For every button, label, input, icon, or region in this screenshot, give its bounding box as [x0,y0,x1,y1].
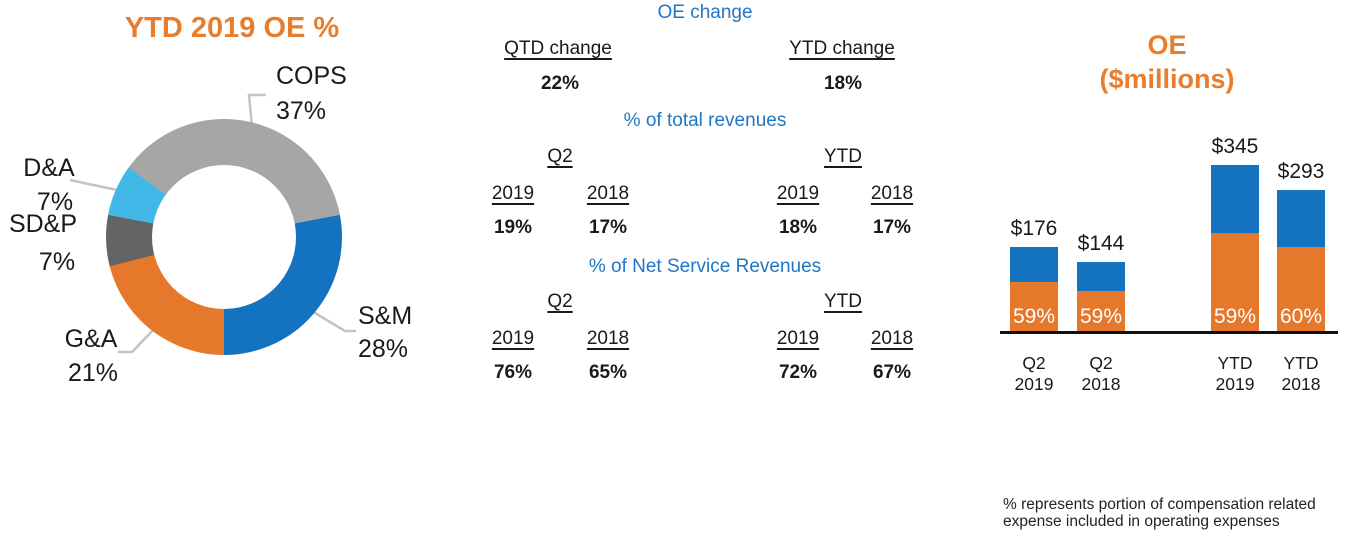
col-header-qtd-change: QTD change [504,38,612,59]
value-ytd-change: 18% [823,73,863,94]
donut-label-da: D&A [23,154,75,182]
value-qtd-change: 22% [540,73,580,94]
bar-chart-title: OE ($millions) [1012,28,1322,96]
table-title: OE change [657,2,753,23]
donut-label-ga: G&A [64,325,118,353]
callout-line-da [69,178,118,192]
year-header-ytd-2019-b: 2019 [776,328,820,349]
donut-value-sdp: 7% [38,248,76,276]
x-axis-label-ytd-2018: YTD 2018 [1282,353,1321,395]
bar-group-q2-2018: $144 59% [1077,232,1125,332]
bar-segment-orange: 59% [1077,290,1125,332]
x-axis-label-q2-2019: Q2 2019 [1015,353,1054,395]
value-nsr-ytd-2018: 67% [872,362,912,383]
bar-column: 60% [1277,190,1325,332]
bar-chart-title-line1: OE [1147,30,1187,60]
bar-chart-footnote: % represents portion of compensation rel… [1003,496,1355,530]
callout-line-ga [118,327,156,354]
group-header-q2-a: Q2 [547,146,573,167]
section-header-net-service-revenues: % of Net Service Revenues [588,256,822,277]
bar-segment-blue [1077,262,1125,291]
donut-value-cops: 37% [276,97,327,125]
bar-group-ytd-2019: $345 59% [1211,135,1259,332]
donut-value-ga: 21% [67,359,119,387]
year-header-ytd-2019-a: 2019 [776,183,820,204]
x-axis-label-line2: 2018 [1281,374,1321,394]
x-axis-label-line2: 2019 [1014,374,1054,394]
bar-segment-orange: 60% [1277,246,1325,332]
value-nsr-q2-2019: 76% [493,362,533,383]
value-total-rev-ytd-2019: 18% [778,217,818,238]
bar-total-label: $176 [1010,217,1058,240]
bar-group-q2-2019: $176 59% [1010,217,1058,332]
bar-total-label: $144 [1077,232,1125,255]
x-axis-label-q2-2018: Q2 2018 [1082,353,1121,395]
donut-chart-title: YTD 2019 OE % [124,12,340,44]
year-header-ytd-2018-b: 2018 [870,328,914,349]
value-total-rev-q2-2018: 17% [588,217,628,238]
bar-group-ytd-2018: $293 60% [1277,160,1325,332]
donut-label-cops: COPS [276,62,347,90]
donut-value-sm: 28% [358,335,409,363]
bar-chart-title-line2: ($millions) [1099,64,1235,94]
year-header-q2-2018-a: 2018 [586,183,630,204]
value-total-rev-ytd-2018: 17% [872,217,912,238]
bar-chart-axis-line [1000,331,1338,334]
footnote-line2: expense included in operating expenses [1003,512,1280,530]
bar-segment-orange: 59% [1010,281,1058,332]
group-header-ytd-a: YTD [824,146,862,167]
bar-segment-blue [1277,190,1325,247]
bar-pct-label: 60% [1279,305,1323,328]
year-header-q2-2018-b: 2018 [586,328,630,349]
bar-total-label: $345 [1211,135,1259,158]
bar-pct-label: 59% [1213,305,1257,328]
footnote-line1: % represents portion of compensation rel… [1003,496,1316,513]
value-nsr-q2-2018: 65% [588,362,628,383]
year-header-q2-2019-a: 2019 [491,183,535,204]
value-nsr-ytd-2019: 72% [778,362,818,383]
x-axis-label-line2: 2019 [1215,374,1255,394]
col-header-ytd-change: YTD change [789,38,895,59]
bar-segment-blue [1211,165,1259,234]
bar-total-label: $293 [1277,160,1325,183]
x-axis-label-line1: YTD [1283,353,1319,373]
x-axis-label-line1: Q2 [1022,353,1046,373]
group-header-ytd-b: YTD [824,291,862,312]
bar-segment-blue [1010,247,1058,282]
x-axis-label-line1: Q2 [1089,353,1113,373]
donut-value-da: 7% [36,188,74,216]
bar-column: 59% [1010,247,1058,332]
donut-callout-lines [69,93,356,354]
callout-line-sm [304,305,356,333]
x-axis-label-line2: 2018 [1081,374,1121,394]
year-header-ytd-2018-a: 2018 [870,183,914,204]
donut-label-sm: S&M [358,302,413,330]
value-total-rev-q2-2019: 19% [493,217,533,238]
bar-column: 59% [1211,165,1259,332]
section-header-total-revenues: % of total revenues [623,110,787,131]
donut-label-sdp: SD&P [8,210,78,238]
year-header-q2-2019-b: 2019 [491,328,535,349]
bar-column: 59% [1077,262,1125,332]
callout-line-cops [247,93,266,128]
bar-pct-label: 59% [1079,305,1123,328]
x-axis-label-ytd-2019: YTD 2019 [1216,353,1255,395]
x-axis-label-line1: YTD [1217,353,1253,373]
bar-pct-label: 59% [1012,305,1056,328]
group-header-q2-b: Q2 [547,291,573,312]
donut-chart [106,119,342,355]
bar-segment-orange: 59% [1211,233,1259,332]
